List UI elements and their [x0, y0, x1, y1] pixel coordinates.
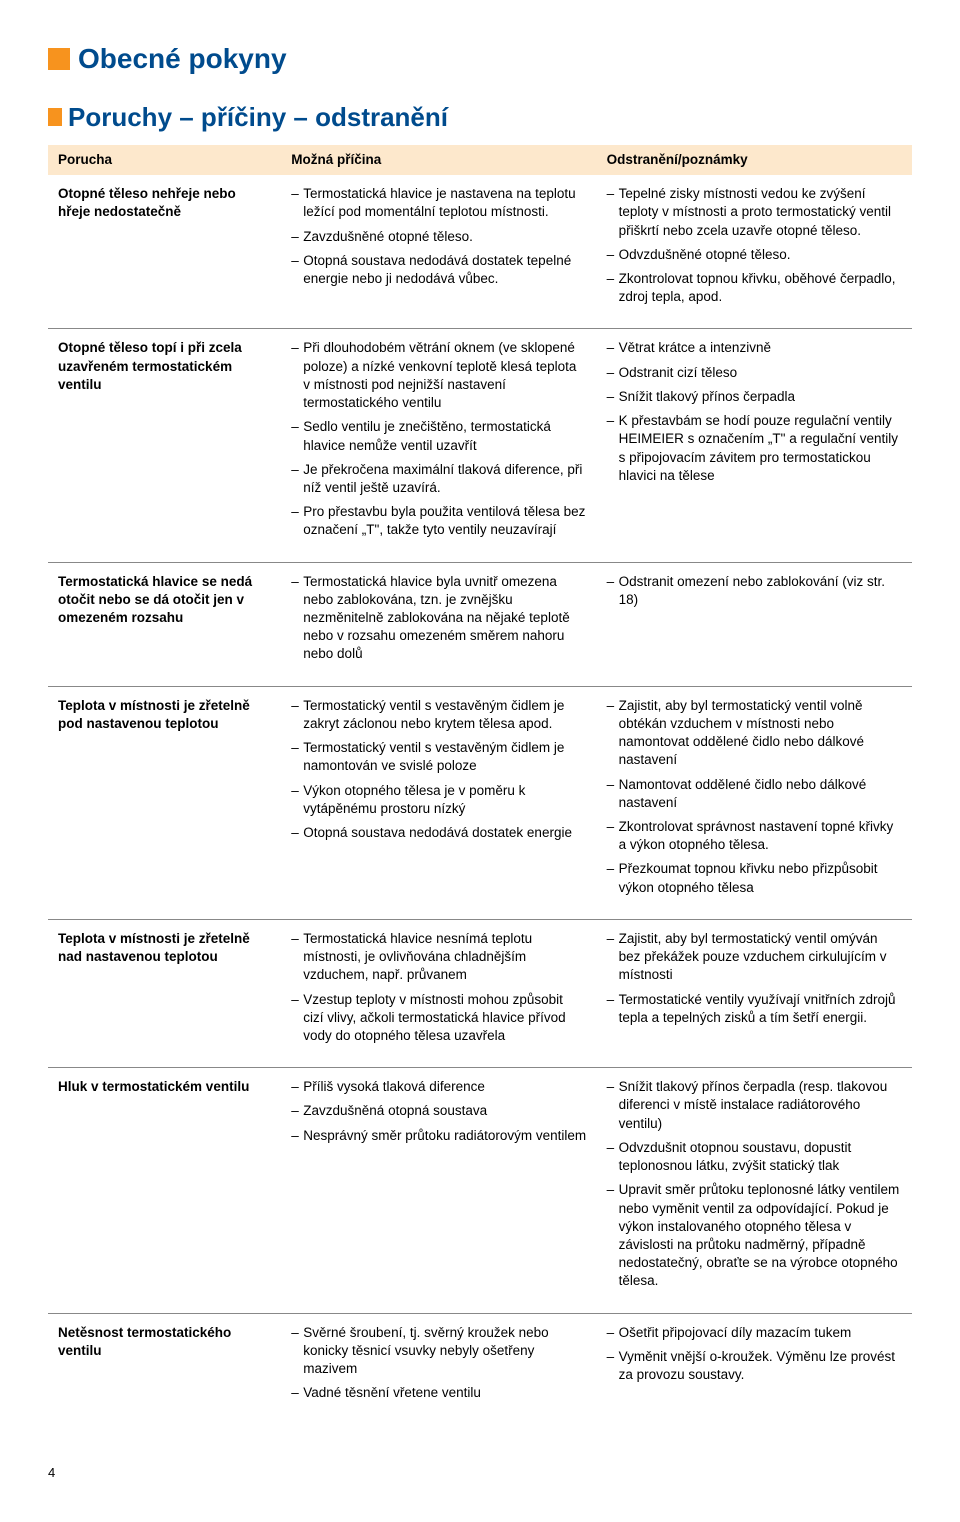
cause-cell: Svěrné šroubení, tj. svěrný kroužek nebo… [281, 1314, 596, 1425]
cause-item: Je překročena maximální tlaková diferenc… [291, 461, 586, 497]
remedy-item: Snížit tlakový přínos čerpadla (resp. tl… [607, 1078, 902, 1133]
cause-item: Termostatická hlavice byla uvnitř omezen… [291, 573, 586, 664]
table-row: Teplota v místnosti je zřetelně pod nast… [48, 687, 912, 920]
remedy-item: Upravit směr průtoku teplonosné látky ve… [607, 1181, 902, 1290]
cause-item: Svěrné šroubení, tj. svěrný kroužek nebo… [291, 1324, 586, 1379]
cause-cell: Příliš vysoká tlaková diference Zavzdušně… [281, 1068, 596, 1313]
remedy-item: Zajistit, aby byl termostatický ventil v… [607, 697, 902, 770]
cause-item: Vadné těsnění vřetene ventilu [291, 1384, 586, 1402]
remedy-cell: Zajistit, aby byl termostatický ventil o… [597, 920, 912, 1068]
cause-item: Příliš vysoká tlaková diference [291, 1078, 586, 1096]
table-row: Otopné těleso topí i při zcela uzavřeném… [48, 329, 912, 562]
cause-item: Otopná soustava nedodává dostatek tepeln… [291, 252, 586, 288]
page-title: Obecné pokyny [48, 40, 912, 78]
table-row: Otopné těleso nehřeje nebo hřeje nedosta… [48, 175, 912, 329]
remedy-item: Větrat krátce a intenzivně [607, 339, 902, 357]
col-header-fault: Porucha [48, 145, 281, 175]
table-row: Netěsnost termostatického ventiluSvěrné … [48, 1314, 912, 1425]
cause-item: Termostatický ventil s vestavěným čidlem… [291, 697, 586, 733]
cause-item: Termostatická hlavice je nastavena na te… [291, 185, 586, 221]
remedy-cell: Tepelné zisky místnosti vedou ke zvýšení… [597, 175, 912, 329]
table-row: Termostatická hlavice se nedá otočit neb… [48, 563, 912, 687]
cause-item: Při dlouhodobém větrání oknem (ve sklope… [291, 339, 586, 412]
subtitle-text: Poruchy – příčiny – odstranění [68, 100, 448, 135]
cause-item: Zavzdušněná otopná soustava [291, 1102, 586, 1120]
remedy-item: Namontovat oddělené čidlo nebo dálkové n… [607, 776, 902, 812]
cause-item: Sedlo ventilu je znečištěno, termostatic… [291, 418, 586, 454]
cause-item: Otopná soustava nedodává dostatek energi… [291, 824, 586, 842]
cause-item: Výkon otopného tělesa je v poměru k vytá… [291, 782, 586, 818]
fault-cell: Teplota v místnosti je zřetelně pod nast… [48, 687, 281, 920]
remedy-item: Přezkoumat topnou křivku nebo přizpůsobi… [607, 860, 902, 896]
table-row: Teplota v místnosti je zřetelně nad nast… [48, 920, 912, 1068]
remedy-cell: Snížit tlakový přínos čerpadla (resp. tl… [597, 1068, 912, 1313]
remedy-item: Zajistit, aby byl termostatický ventil o… [607, 930, 902, 985]
col-header-cause: Možná příčina [281, 145, 596, 175]
page-number: 4 [48, 1464, 912, 1482]
remedy-item: Vyměnit vnější o-kroužek. Výměnu lze pro… [607, 1348, 902, 1384]
table-header-row: Porucha Možná příčina Odstranění/poznámk… [48, 145, 912, 175]
remedy-item: Ošetřit připojovací díly mazacím tukem [607, 1324, 902, 1342]
cause-item: Vzestup teploty v místnosti mohou způsob… [291, 991, 586, 1046]
title-accent-icon [48, 48, 70, 70]
fault-cell: Otopné těleso topí i při zcela uzavřeném… [48, 329, 281, 562]
fault-cell: Termostatická hlavice se nedá otočit neb… [48, 563, 281, 687]
remedy-item: Odvzdušnit otopnou soustavu, dopustit te… [607, 1139, 902, 1175]
remedy-item: Odvzdušněné otopné těleso. [607, 246, 902, 264]
subtitle-accent-icon [48, 108, 62, 126]
remedy-item: Zkontrolovat topnou křivku, oběhové čerp… [607, 270, 902, 306]
remedy-cell: Odstranit omezení nebo zablokování (viz … [597, 563, 912, 687]
remedy-cell: Ošetřit připojovací díly mazacím tukem Vy… [597, 1314, 912, 1425]
remedy-cell: Větrat krátce a intenzivně Odstranit cizí… [597, 329, 912, 562]
fault-cell: Otopné těleso nehřeje nebo hřeje nedosta… [48, 175, 281, 329]
fault-cell: Teplota v místnosti je zřetelně nad nast… [48, 920, 281, 1068]
cause-cell: Termostatická hlavice nesnímá teplotu mí… [281, 920, 596, 1068]
remedy-item: Termostatické ventily využívají vnitřníc… [607, 991, 902, 1027]
remedy-item: Zkontrolovat správnost nastavení topné k… [607, 818, 902, 854]
remedy-item: Tepelné zisky místnosti vedou ke zvýšení… [607, 185, 902, 240]
table-row: Hluk v termostatickém ventiluPříliš vyso… [48, 1068, 912, 1313]
remedy-item: Odstranit omezení nebo zablokování (viz … [607, 573, 902, 609]
cause-item: Nesprávný směr průtoku radiátorovým vent… [291, 1127, 586, 1145]
page-title-text: Obecné pokyny [78, 40, 287, 78]
troubleshooting-table: Porucha Možná příčina Odstranění/poznámk… [48, 145, 912, 1425]
cause-item: Termostatická hlavice nesnímá teplotu mí… [291, 930, 586, 985]
remedy-item: Odstranit cizí těleso [607, 364, 902, 382]
fault-cell: Netěsnost termostatického ventilu [48, 1314, 281, 1425]
cause-cell: Termostatický ventil s vestavěným čidlem… [281, 687, 596, 920]
cause-cell: Termostatická hlavice byla uvnitř omezen… [281, 563, 596, 687]
cause-cell: Při dlouhodobém větrání oknem (ve sklope… [281, 329, 596, 562]
cause-item: Pro přestavbu byla použita ventilová těl… [291, 503, 586, 539]
cause-item: Termostatický ventil s vestavěným čidlem… [291, 739, 586, 775]
cause-item: Zavzdušněné otopné těleso. [291, 228, 586, 246]
remedy-item: Snížit tlakový přínos čerpadla [607, 388, 902, 406]
fault-cell: Hluk v termostatickém ventilu [48, 1068, 281, 1313]
remedy-item: K přestavbám se hodí pouze regulační ven… [607, 412, 902, 485]
remedy-cell: Zajistit, aby byl termostatický ventil v… [597, 687, 912, 920]
section-subtitle: Poruchy – příčiny – odstranění [48, 100, 912, 135]
col-header-remedy: Odstranění/poznámky [597, 145, 912, 175]
cause-cell: Termostatická hlavice je nastavena na te… [281, 175, 596, 329]
